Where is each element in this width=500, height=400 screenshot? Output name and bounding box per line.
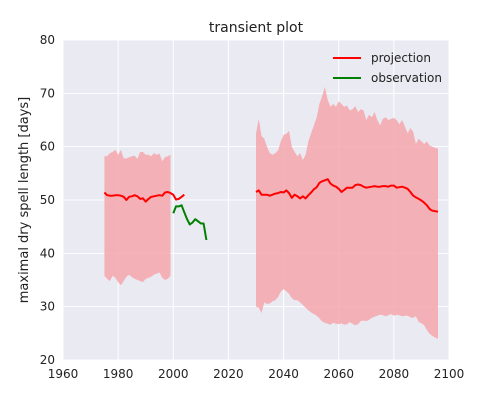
legend-label-projection: projection <box>371 51 431 65</box>
legend: projection observation <box>333 51 442 85</box>
x-tick-label: 2080 <box>379 367 410 381</box>
x-tick-label: 2060 <box>323 367 354 381</box>
x-tick-label: 1960 <box>48 367 79 381</box>
observation-line <box>172 204 208 241</box>
projection-range-band <box>256 86 438 339</box>
x-tick-label: 1980 <box>103 367 134 381</box>
x-tick-label: 2020 <box>213 367 244 381</box>
y-tick-label: 50 <box>40 193 55 207</box>
x-tick-label: 2000 <box>158 367 189 381</box>
projection-line <box>255 178 439 213</box>
tick-labels: 1960 1980 2000 2020 2040 2060 2080 2100 20 30 40 50… <box>40 33 465 381</box>
chart-title: transient plot <box>209 20 304 36</box>
y-tick-label: 20 <box>40 353 55 367</box>
legend-label-observation: observation <box>371 71 442 85</box>
x-tick-label: 2040 <box>268 367 299 381</box>
projection-line <box>103 191 185 203</box>
y-tick-label: 40 <box>40 246 55 260</box>
x-tick-label: 2100 <box>434 367 465 381</box>
y-tick-label: 80 <box>40 33 55 47</box>
series-line-layer <box>103 178 439 241</box>
y-tick-label: 70 <box>40 86 55 100</box>
projection-range-band <box>104 149 171 286</box>
y-tick-label: 30 <box>40 300 55 314</box>
y-tick-label: 60 <box>40 140 55 154</box>
projection-band-layer <box>104 86 438 339</box>
y-axis-label: maximal dry spell length [days] <box>17 97 32 304</box>
